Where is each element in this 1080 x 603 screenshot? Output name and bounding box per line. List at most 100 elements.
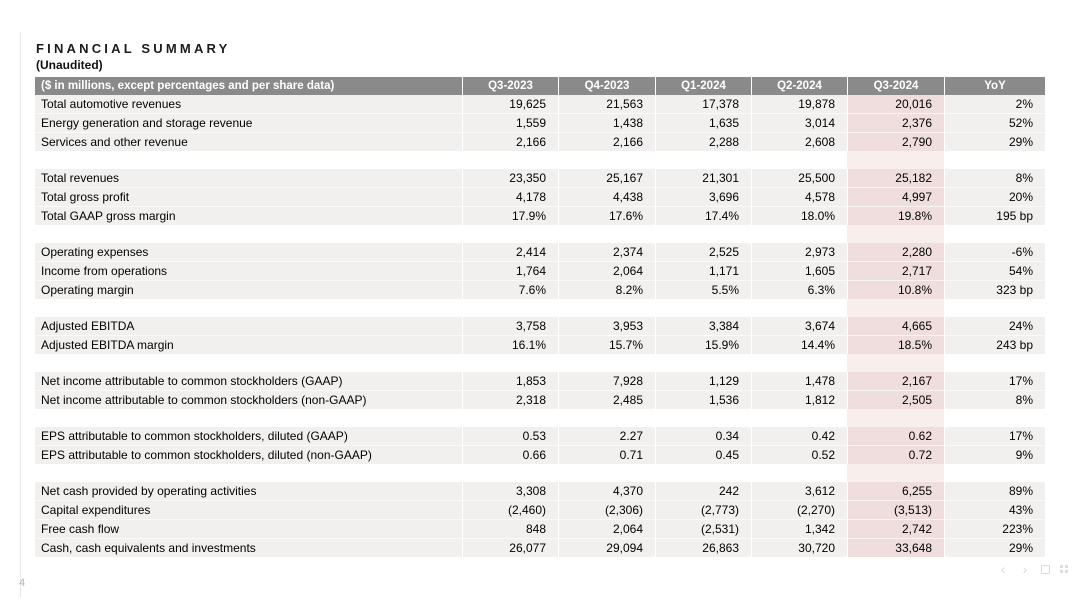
cell-q3-2024: 2,742 <box>847 519 944 538</box>
cell-q4-2023: 21,563 <box>558 95 655 113</box>
cell-q3-2023: 17.9% <box>462 206 558 225</box>
cell-q3-2023: (2,460) <box>462 500 558 519</box>
grid-view-icon[interactable] <box>1060 565 1068 573</box>
row-label: Services and other revenue <box>35 132 462 151</box>
section-gap-row <box>35 299 1045 317</box>
cell-q1-2024: 2,288 <box>655 132 751 151</box>
row-label: Cash, cash equivalents and investments <box>35 538 462 557</box>
cell-q3-2023: 16.1% <box>462 335 558 354</box>
cell-q3-2024: (3,513) <box>847 500 944 519</box>
cell-q3-2024: 25,182 <box>847 169 944 187</box>
cell-yoy: 52% <box>944 113 1045 132</box>
table-row: EPS attributable to common stockholders,… <box>35 427 1045 445</box>
next-slide-icon[interactable]: › <box>1022 561 1028 577</box>
column-header-yoy: YoY <box>944 77 1045 95</box>
section-gap-row <box>35 354 1045 372</box>
cell-q3-2024: 20,016 <box>847 95 944 113</box>
cell-q4-2023: 8.2% <box>558 280 655 299</box>
table-row: Free cash flow 848 2,064 (2,531) 1,342 2,742 2… <box>35 519 1045 538</box>
cell-q2-2024: 18.0% <box>751 206 847 225</box>
table-row: Total GAAP gross margin 17.9% 17.6% 17.4% 18… <box>35 206 1045 225</box>
row-label: Operating expenses <box>35 243 462 261</box>
cell-q2-2024: 6.3% <box>751 280 847 299</box>
cell-q2-2024: 3,014 <box>751 113 847 132</box>
cell-q1-2024: 1,171 <box>655 261 751 280</box>
prev-slide-icon[interactable]: ‹ <box>1000 561 1006 577</box>
cell-q1-2024: 1,129 <box>655 372 751 390</box>
row-label: Energy generation and storage revenue <box>35 113 462 132</box>
cell-q3-2024: 10.8% <box>847 280 944 299</box>
cell-q4-2023: 2.27 <box>558 427 655 445</box>
cell-q3-2024: 0.62 <box>847 427 944 445</box>
cell-yoy: 54% <box>944 261 1045 280</box>
cell-q2-2024: 30,720 <box>751 538 847 557</box>
cell-yoy: 29% <box>944 538 1045 557</box>
cell-q3-2023: 1,559 <box>462 113 558 132</box>
cell-q1-2024: 26,863 <box>655 538 751 557</box>
row-label: EPS attributable to common stockholders,… <box>35 427 462 445</box>
table-row: EPS attributable to common stockholders,… <box>35 445 1045 464</box>
cell-yoy: 9% <box>944 445 1045 464</box>
cell-q2-2024: 2,608 <box>751 132 847 151</box>
cell-q3-2023: 2,166 <box>462 132 558 151</box>
cell-q3-2023: 1,853 <box>462 372 558 390</box>
row-label: Adjusted EBITDA margin <box>35 335 462 354</box>
cell-q2-2024: 3,674 <box>751 317 847 335</box>
table-row: Net cash provided by operating activitie… <box>35 482 1045 500</box>
cell-q3-2024: 18.5% <box>847 335 944 354</box>
cell-q4-2023: 17.6% <box>558 206 655 225</box>
row-label: Capital expenditures <box>35 500 462 519</box>
table-row: Capital expenditures (2,460) (2,306) (2,773… <box>35 500 1045 519</box>
cell-q2-2024: 1,342 <box>751 519 847 538</box>
section-gap-row <box>35 151 1045 169</box>
cell-q2-2024: 14.4% <box>751 335 847 354</box>
section-gap-row <box>35 409 1045 427</box>
row-label: Total revenues <box>35 169 462 187</box>
cell-q3-2024: 2,280 <box>847 243 944 261</box>
table-units-header: ($ in millions, except percentages and p… <box>35 77 462 95</box>
fullscreen-icon[interactable] <box>1041 564 1050 574</box>
cell-q3-2023: 0.53 <box>462 427 558 445</box>
cell-q4-2023: 3,953 <box>558 317 655 335</box>
section-gap-row <box>35 225 1045 243</box>
cell-q3-2023: 2,414 <box>462 243 558 261</box>
cell-q1-2024: 21,301 <box>655 169 751 187</box>
cell-yoy: -6% <box>944 243 1045 261</box>
cell-q2-2024: 4,578 <box>751 187 847 206</box>
column-header-q2-2024: Q2-2024 <box>751 77 847 95</box>
table-row: Adjusted EBITDA margin 16.1% 15.7% 15.9% 14.… <box>35 335 1045 354</box>
cell-q1-2024: 242 <box>655 482 751 500</box>
cell-yoy: 17% <box>944 427 1045 445</box>
cell-yoy: 29% <box>944 132 1045 151</box>
cell-q3-2023: 23,350 <box>462 169 558 187</box>
table-row: Total gross profit 4,178 4,438 3,696 4,578 4,… <box>35 187 1045 206</box>
cell-q3-2023: 26,077 <box>462 538 558 557</box>
cell-q4-2023: 2,485 <box>558 390 655 409</box>
cell-q3-2023: 7.6% <box>462 280 558 299</box>
table-row: Energy generation and storage revenue 1,5… <box>35 113 1045 132</box>
cell-q2-2024: 0.52 <box>751 445 847 464</box>
cell-q3-2024: 19.8% <box>847 206 944 225</box>
section-gap-row <box>35 464 1045 482</box>
cell-q1-2024: 3,696 <box>655 187 751 206</box>
row-label: Total automotive revenues <box>35 95 462 113</box>
cell-q3-2024: 4,997 <box>847 187 944 206</box>
cell-q2-2024: 3,612 <box>751 482 847 500</box>
cell-q4-2023: 4,438 <box>558 187 655 206</box>
cell-q4-2023: 7,928 <box>558 372 655 390</box>
cell-yoy: 2% <box>944 95 1045 113</box>
page-number: 4 <box>19 577 26 589</box>
cell-q1-2024: 2,525 <box>655 243 751 261</box>
cell-q4-2023: 29,094 <box>558 538 655 557</box>
row-label: Net income attributable to common stockh… <box>35 372 462 390</box>
cell-q2-2024: 2,973 <box>751 243 847 261</box>
cell-yoy: 43% <box>944 500 1045 519</box>
cell-q4-2023: 0.71 <box>558 445 655 464</box>
cell-q3-2024: 2,717 <box>847 261 944 280</box>
table-row: Net income attributable to common stockh… <box>35 390 1045 409</box>
cell-q1-2024: (2,531) <box>655 519 751 538</box>
cell-q4-2023: 2,374 <box>558 243 655 261</box>
cell-q4-2023: 2,166 <box>558 132 655 151</box>
column-header-q1-2024: Q1-2024 <box>655 77 751 95</box>
cell-q3-2023: 3,758 <box>462 317 558 335</box>
